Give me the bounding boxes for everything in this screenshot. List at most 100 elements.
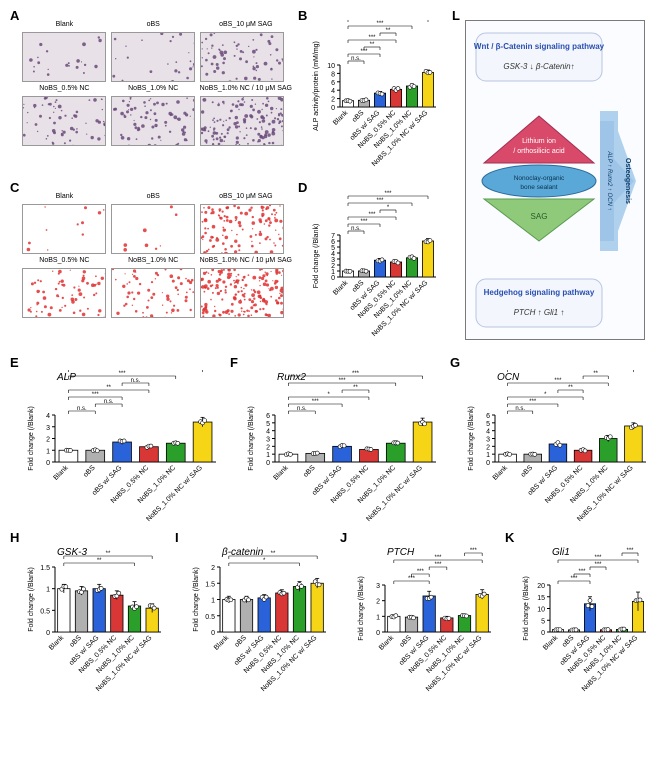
svg-text:***: *** [384, 191, 392, 197]
svg-text:Gli1: Gli1 [552, 547, 570, 558]
svg-text:1: 1 [331, 269, 335, 276]
panel-label-D: D [298, 180, 307, 195]
svg-text:1.5: 1.5 [40, 565, 50, 572]
svg-text:ALP ↑ Runx2 ↑ OCN ↑: ALP ↑ Runx2 ↑ OCN ↑ [606, 150, 612, 210]
panel-label-H: H [10, 530, 19, 545]
svg-text:10: 10 [327, 63, 335, 70]
panel-label-E: E [10, 355, 19, 370]
svg-text:Fold change (/Blank): Fold change (/Blank) [28, 406, 35, 471]
svg-text:Lithium ion: Lithium ion [522, 138, 556, 145]
svg-text:***: *** [434, 562, 442, 568]
svg-text:4: 4 [486, 429, 490, 436]
svg-text:3: 3 [266, 437, 270, 444]
svg-text:**: ** [568, 385, 573, 391]
svg-text:n.s.: n.s. [515, 406, 525, 412]
svg-text:4: 4 [331, 88, 335, 95]
svg-text:***: *** [352, 371, 360, 377]
svg-text:***: *** [312, 399, 320, 405]
svg-text:2: 2 [331, 263, 335, 270]
svg-text:15: 15 [537, 595, 545, 602]
svg-text:1: 1 [46, 587, 50, 594]
bar-chart: PTCH0123Fold change (/Blank)************… [355, 545, 495, 710]
svg-text:ALP: ALP [56, 372, 76, 383]
bar-chart: 0246810ALP activity/protein (mM/mg)n.s.*… [310, 20, 440, 185]
svg-text:1: 1 [266, 452, 270, 459]
panel-label-A: A [10, 8, 19, 23]
svg-text:6: 6 [266, 413, 270, 420]
svg-text:4: 4 [266, 429, 270, 436]
svg-text:8: 8 [331, 71, 335, 78]
micro-title: Blank [22, 20, 107, 30]
svg-text:Wnt / β-Catenin signaling path: Wnt / β-Catenin signaling pathway [474, 42, 605, 51]
svg-text:0.5: 0.5 [40, 608, 50, 615]
svg-text:6: 6 [331, 239, 335, 246]
svg-text:OCN: OCN [497, 372, 520, 383]
svg-text:***: *** [594, 562, 602, 568]
micrograph-image [111, 32, 195, 82]
svg-text:***: *** [119, 371, 127, 377]
svg-text:***: *** [570, 576, 578, 582]
svg-text:***: *** [368, 35, 376, 41]
micrograph-image [22, 32, 106, 82]
svg-text:**: ** [106, 551, 111, 557]
svg-text:bone sealant: bone sealant [520, 184, 557, 191]
svg-text:oBS: oBS [69, 634, 84, 649]
micro-title: oBS [111, 192, 196, 202]
svg-text:**: ** [370, 42, 375, 48]
svg-text:Fold change (/Blank): Fold change (/Blank) [358, 576, 365, 641]
micro-title: oBS_10 μM SAG [200, 192, 292, 202]
svg-text:***: *** [470, 548, 478, 554]
micro-title: NoBS_1.0% NC / 10 μM SAG [200, 256, 292, 266]
panel-label-C: C [10, 180, 19, 195]
bar-chart: β-catenin00.511.52Fold change (/Blank)**… [190, 545, 330, 710]
svg-text:2: 2 [211, 565, 215, 572]
svg-text:1: 1 [46, 448, 50, 455]
svg-text:GSK-3: GSK-3 [57, 547, 87, 558]
micro-title: NoBS_1.0% NC [111, 84, 196, 94]
svg-text:0: 0 [331, 105, 335, 112]
svg-text:GSK-3 ↓ β-Catenin↑: GSK-3 ↓ β-Catenin↑ [503, 62, 574, 71]
svg-text:10: 10 [537, 607, 545, 614]
micrograph-image [200, 204, 284, 254]
svg-text:2: 2 [376, 599, 380, 606]
svg-text:***: *** [434, 555, 442, 561]
micrograph-image [200, 268, 284, 318]
svg-text:0: 0 [211, 630, 215, 637]
bar-chart: OCN0123456Fold change (/Blank)n.s.******… [465, 370, 650, 540]
svg-text:ALP activity/protein (mM/mg): ALP activity/protein (mM/mg) [313, 41, 320, 131]
svg-text:/ orthosilicic acid: / orthosilicic acid [513, 148, 564, 155]
svg-text:7: 7 [331, 233, 335, 240]
svg-text:***: *** [376, 198, 384, 204]
svg-text:n.s.: n.s. [297, 406, 307, 412]
svg-text:oBS: oBS [82, 464, 97, 479]
micro-title: NoBS_0.5% NC [22, 84, 107, 94]
svg-text:***: *** [339, 378, 347, 384]
svg-text:Blank: Blank [378, 634, 396, 652]
svg-text:5: 5 [541, 618, 545, 625]
svg-text:3: 3 [331, 257, 335, 264]
svg-text:n.s.: n.s. [77, 406, 87, 412]
svg-text:Fold change (/Blank): Fold change (/Blank) [193, 567, 200, 632]
svg-text:Blank: Blank [272, 464, 290, 482]
micro-title: NoBS_1.0% NC [111, 256, 196, 266]
svg-text:Runx2: Runx2 [277, 372, 306, 383]
svg-text:2: 2 [486, 444, 490, 451]
svg-text:Fold change (/Blank): Fold change (/Blank) [28, 567, 35, 632]
micrograph-image [200, 96, 284, 146]
svg-text:0: 0 [376, 630, 380, 637]
svg-text:PTCH ↑ Gli1 ↑: PTCH ↑ Gli1 ↑ [514, 308, 565, 317]
svg-text:PTCH: PTCH [387, 547, 415, 558]
svg-text:Blank: Blank [48, 634, 66, 652]
svg-text:0: 0 [541, 630, 545, 637]
svg-text:NoBS_1.0% NC w/ SAG: NoBS_1.0% NC w/ SAG [365, 464, 424, 523]
svg-text:Fold change (/Blank): Fold change (/Blank) [523, 576, 530, 641]
svg-text:Fold change (/Blank): Fold change (/Blank) [313, 224, 320, 289]
svg-text:3: 3 [376, 583, 380, 590]
bar-chart: Runx20123456Fold change (/Blank)n.s.****… [245, 370, 440, 540]
svg-text:***: *** [408, 576, 416, 582]
svg-text:oBS: oBS [234, 634, 249, 649]
svg-text:**: ** [97, 558, 102, 564]
micrograph-image [22, 204, 106, 254]
micro-title: Blank [22, 192, 107, 202]
svg-text:5: 5 [486, 421, 490, 428]
